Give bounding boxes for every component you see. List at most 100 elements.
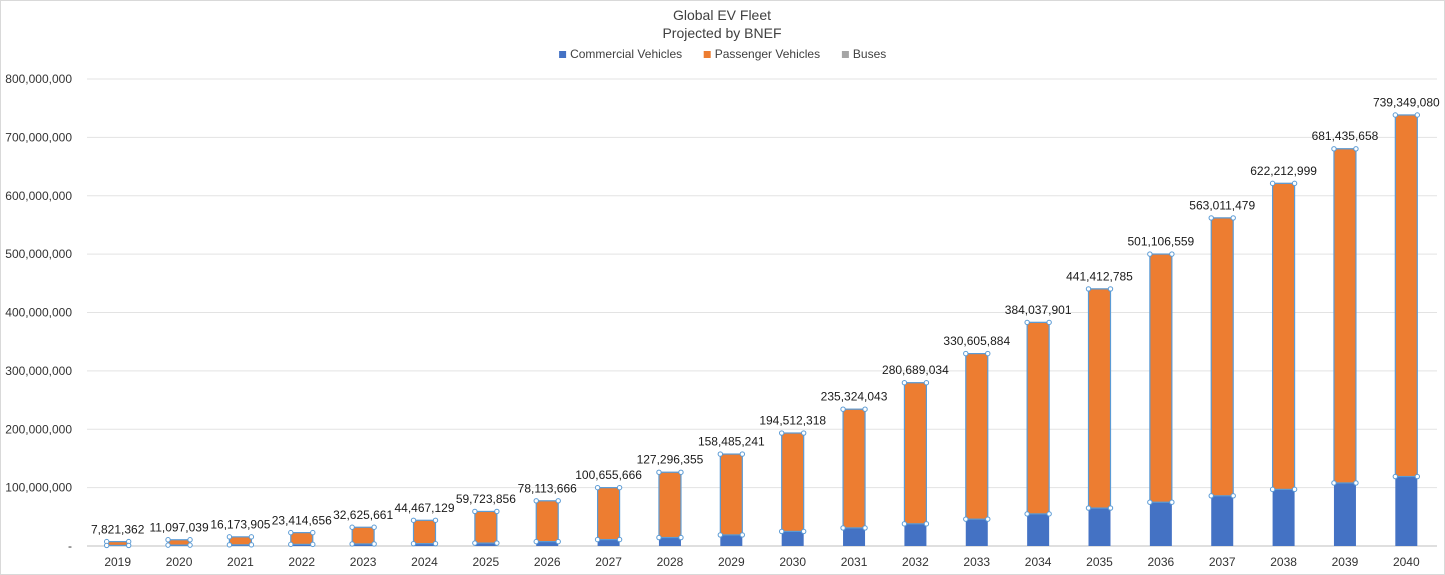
selection-handle[interactable] bbox=[678, 534, 684, 541]
selection-handle[interactable] bbox=[248, 534, 255, 540]
bar-commercial-vehicles-2038[interactable] bbox=[1272, 489, 1295, 546]
selection-handle[interactable] bbox=[187, 537, 193, 543]
bar-commercial-vehicles-2036[interactable] bbox=[1149, 502, 1172, 546]
selection-handle[interactable] bbox=[1024, 511, 1030, 517]
selection-handle[interactable] bbox=[901, 380, 908, 386]
selection-handle[interactable] bbox=[555, 538, 561, 545]
selection-handle[interactable] bbox=[1269, 486, 1276, 493]
selection-handle[interactable] bbox=[616, 536, 623, 543]
selection-handle[interactable] bbox=[288, 541, 294, 548]
selection-handle[interactable] bbox=[1107, 505, 1114, 511]
bar-commercial-vehicles-2023[interactable] bbox=[352, 543, 375, 546]
selection-handle[interactable] bbox=[103, 542, 110, 549]
selection-handle[interactable] bbox=[1208, 215, 1214, 221]
selection-handle[interactable] bbox=[349, 524, 355, 530]
selection-handle[interactable] bbox=[494, 508, 500, 515]
selection-handle[interactable] bbox=[778, 430, 785, 436]
bar-commercial-vehicles-2031[interactable] bbox=[843, 527, 866, 546]
selection-handle[interactable] bbox=[778, 528, 785, 535]
bar-passenger-vehicles-2035[interactable] bbox=[1088, 288, 1111, 509]
selection-handle[interactable] bbox=[1085, 505, 1092, 511]
bar-passenger-vehicles-2021[interactable] bbox=[229, 536, 252, 545]
bar-passenger-vehicles-2032[interactable] bbox=[904, 382, 927, 524]
bar-passenger-vehicles-2024[interactable] bbox=[413, 520, 436, 544]
selection-handle[interactable] bbox=[349, 541, 355, 547]
bar-passenger-vehicles-2029[interactable] bbox=[720, 454, 743, 535]
selection-handle[interactable] bbox=[165, 537, 171, 543]
bar-commercial-vehicles-2037[interactable] bbox=[1211, 495, 1234, 546]
selection-handle[interactable] bbox=[1353, 480, 1359, 486]
selection-handle[interactable] bbox=[1414, 112, 1421, 118]
bar-commercial-vehicles-2032[interactable] bbox=[904, 523, 927, 546]
bar-commercial-vehicles-2040[interactable] bbox=[1395, 476, 1418, 546]
selection-handle[interactable] bbox=[862, 406, 868, 412]
selection-handle[interactable] bbox=[717, 451, 724, 457]
selection-handle[interactable] bbox=[840, 525, 846, 531]
selection-handle[interactable] bbox=[248, 542, 255, 548]
bar-commercial-vehicles-2025[interactable] bbox=[474, 543, 497, 546]
bar-passenger-vehicles-2034[interactable] bbox=[1027, 322, 1050, 514]
selection-handle[interactable] bbox=[1230, 493, 1236, 499]
selection-handle[interactable] bbox=[125, 542, 132, 549]
selection-handle[interactable] bbox=[923, 521, 930, 527]
selection-handle[interactable] bbox=[1147, 251, 1153, 257]
selection-handle[interactable] bbox=[1331, 146, 1337, 152]
selection-handle[interactable] bbox=[1208, 493, 1214, 499]
bar-passenger-vehicles-2022[interactable] bbox=[290, 532, 313, 545]
selection-handle[interactable] bbox=[1331, 480, 1337, 486]
bar-commercial-vehicles-2035[interactable] bbox=[1088, 508, 1111, 546]
selection-handle[interactable] bbox=[1147, 499, 1153, 505]
selection-handle[interactable] bbox=[985, 350, 991, 357]
selection-handle[interactable] bbox=[1230, 215, 1236, 221]
bar-commercial-vehicles-2028[interactable] bbox=[658, 537, 681, 546]
bar-passenger-vehicles-2030[interactable] bbox=[781, 433, 804, 532]
bar-passenger-vehicles-2026[interactable] bbox=[536, 500, 559, 542]
selection-handle[interactable] bbox=[187, 542, 193, 548]
selection-handle[interactable] bbox=[310, 541, 316, 548]
bar-commercial-vehicles-2034[interactable] bbox=[1027, 513, 1050, 546]
selection-handle[interactable] bbox=[1046, 319, 1052, 326]
selection-handle[interactable] bbox=[1269, 180, 1276, 187]
selection-handle[interactable] bbox=[1414, 473, 1421, 480]
bar-commercial-vehicles-2029[interactable] bbox=[720, 534, 743, 546]
selection-handle[interactable] bbox=[678, 469, 684, 475]
selection-handle[interactable] bbox=[656, 534, 662, 541]
selection-handle[interactable] bbox=[226, 534, 233, 540]
selection-handle[interactable] bbox=[533, 498, 539, 504]
selection-handle[interactable] bbox=[410, 517, 417, 523]
selection-handle[interactable] bbox=[1169, 251, 1175, 257]
selection-handle[interactable] bbox=[800, 528, 807, 535]
selection-handle[interactable] bbox=[555, 498, 561, 504]
selection-handle[interactable] bbox=[616, 484, 623, 491]
selection-handle[interactable] bbox=[862, 525, 868, 531]
selection-handle[interactable] bbox=[472, 508, 478, 515]
selection-handle[interactable] bbox=[594, 536, 601, 543]
selection-handle[interactable] bbox=[656, 469, 662, 475]
selection-handle[interactable] bbox=[739, 532, 746, 538]
selection-handle[interactable] bbox=[226, 542, 233, 548]
bar-passenger-vehicles-2031[interactable] bbox=[843, 409, 866, 528]
selection-handle[interactable] bbox=[923, 380, 930, 386]
selection-handle[interactable] bbox=[800, 430, 807, 436]
bar-commercial-vehicles-2030[interactable] bbox=[781, 531, 804, 546]
selection-handle[interactable] bbox=[432, 540, 439, 547]
bar-passenger-vehicles-2040[interactable] bbox=[1395, 114, 1418, 477]
bar-passenger-vehicles-2037[interactable] bbox=[1211, 217, 1234, 496]
bar-passenger-vehicles-2020[interactable] bbox=[168, 539, 191, 546]
bar-passenger-vehicles-2033[interactable] bbox=[965, 353, 988, 520]
bar-commercial-vehicles-2027[interactable] bbox=[597, 539, 620, 546]
selection-handle[interactable] bbox=[1024, 319, 1030, 326]
bar-commercial-vehicles-2039[interactable] bbox=[1333, 482, 1356, 546]
selection-handle[interactable] bbox=[310, 529, 316, 536]
selection-handle[interactable] bbox=[1107, 286, 1114, 292]
selection-handle[interactable] bbox=[1392, 473, 1399, 480]
bar-passenger-vehicles-2038[interactable] bbox=[1272, 183, 1295, 490]
bar-commercial-vehicles-2033[interactable] bbox=[965, 519, 988, 546]
selection-handle[interactable] bbox=[288, 529, 294, 536]
selection-handle[interactable] bbox=[1291, 486, 1298, 493]
selection-handle[interactable] bbox=[1392, 112, 1399, 118]
selection-handle[interactable] bbox=[472, 540, 478, 546]
bar-commercial-vehicles-2026[interactable] bbox=[536, 541, 559, 546]
bar-commercial-vehicles-2022[interactable] bbox=[290, 544, 313, 546]
selection-handle[interactable] bbox=[165, 542, 171, 548]
